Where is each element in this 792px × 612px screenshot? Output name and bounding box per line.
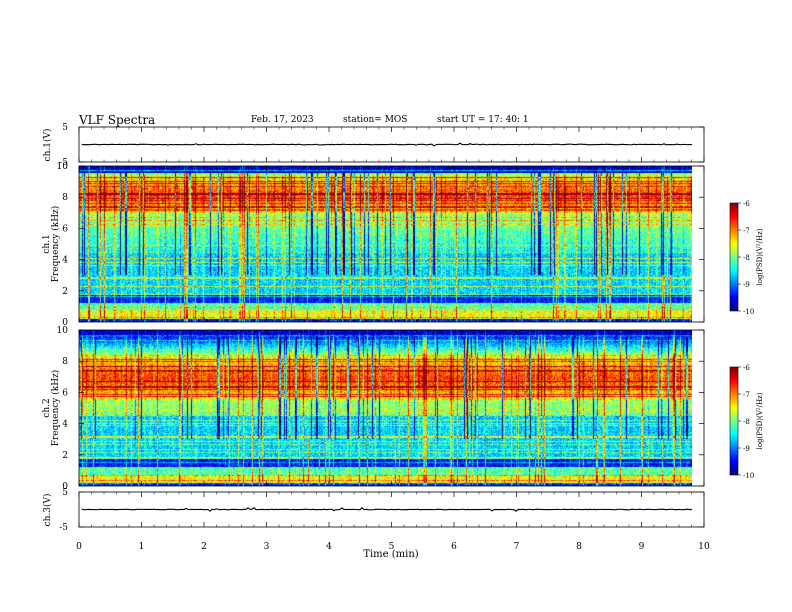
ch2-spec-ytick-label-0: 0 <box>62 482 68 492</box>
x-axis-title: Time (min) <box>363 549 418 560</box>
ch3-wave-ylabel: ch.3(V) <box>42 494 53 527</box>
ch1-cbar-tick-label-3: -9 <box>743 281 750 289</box>
station-label: station= MOS <box>343 115 408 125</box>
date-label: Feb. 17, 2023 <box>251 115 314 125</box>
ch2-spec-ytick-label-4: 8 <box>62 357 68 367</box>
ch3-wave-frame <box>78 491 705 528</box>
ch1-wave-trace <box>81 142 693 147</box>
ch1-cbar-tick-label-4: -10 <box>743 308 754 316</box>
x-tick-label-2: 2 <box>201 542 207 552</box>
ch1-spec-ytick-label-2: 4 <box>62 256 68 266</box>
ch1-wave-ylabel: ch.1(V) <box>42 129 53 162</box>
ch1-spec-ytick-label-4: 8 <box>62 193 68 203</box>
ch3-wave-trace <box>81 506 693 512</box>
start-time-label: start UT = 17: 40: 1 <box>437 115 529 125</box>
ch1-spec-frame <box>78 165 705 323</box>
x-tick-label-9: 9 <box>639 542 645 552</box>
ch2-cbar-tick-label-2: -8 <box>743 418 750 426</box>
ch2-cbar-tick-label-3: -9 <box>743 445 750 453</box>
ch1-cbar-tick-label-2: -8 <box>743 254 750 262</box>
ch1-spec-ytick-label-1: 2 <box>62 287 68 297</box>
ch1-spec-ytick-label-5: 10 <box>57 162 69 172</box>
ch1-spec-ytick-label-3: 6 <box>62 224 68 234</box>
ch1-cbar-tick-label-0: -6 <box>743 200 750 208</box>
x-tick-label-7: 7 <box>514 542 520 552</box>
x-tick-label-5: 5 <box>389 542 395 552</box>
figure-title: VLF Spectra <box>79 113 156 127</box>
ch2-cbar-tick-label-0: -6 <box>743 364 750 372</box>
ch2-spec-ylabel-a: ch.2 <box>42 398 52 417</box>
ch2-spec-ylabel-b: Frequency (kHz) <box>50 370 61 447</box>
ch2-colorbar-frame <box>729 366 739 476</box>
ch2-cbar-tick-label-1: -7 <box>743 391 750 399</box>
ch1-spectrogram-image <box>79 166 692 322</box>
x-tick-label-1: 1 <box>139 542 145 552</box>
x-tick-label-6: 6 <box>451 542 457 552</box>
x-tick-label-8: 8 <box>576 542 582 552</box>
ch2-spec-frame <box>78 329 705 487</box>
x-tick-label-4: 4 <box>326 542 332 552</box>
ch1-spec-ytick-label-0: 0 <box>62 318 68 328</box>
ch2-colorbar-label: log(PSD)(V²/Hz) <box>756 392 764 449</box>
ch1-colorbar <box>730 203 738 311</box>
ch3-wave-ytick-label-1: -5 <box>59 523 68 533</box>
ch1-colorbar-label: log(PSD)(V²/Hz) <box>756 228 764 285</box>
ch2-spec-ytick-label-1: 2 <box>62 451 68 461</box>
x-tick-label-10: 10 <box>698 542 710 552</box>
ch2-colorbar <box>730 367 738 475</box>
ch1-spec-ylabel-b: Frequency (kHz) <box>50 206 61 283</box>
ch2-spectrogram-image <box>79 330 692 486</box>
x-tick-label-0: 0 <box>76 542 82 552</box>
ch1-wave-ytick-label-0: 5 <box>62 123 68 133</box>
ch2-spec-ytick-label-5: 10 <box>57 326 69 336</box>
ch1-wave-frame <box>78 126 705 163</box>
ch2-spec-ytick-label-3: 6 <box>62 388 68 398</box>
x-tick-label-3: 3 <box>264 542 270 552</box>
ch1-cbar-tick-label-1: -7 <box>743 227 750 235</box>
ch3-wave-ytick-label-0: 5 <box>62 488 68 498</box>
ch1-wave-ytick-label-1: -5 <box>59 158 68 168</box>
ch2-cbar-tick-label-4: -10 <box>743 472 754 480</box>
ch1-colorbar-frame <box>729 202 739 312</box>
ch1-spec-ylabel-a: ch.1 <box>42 234 52 253</box>
ch2-spec-ytick-label-2: 4 <box>62 420 68 430</box>
